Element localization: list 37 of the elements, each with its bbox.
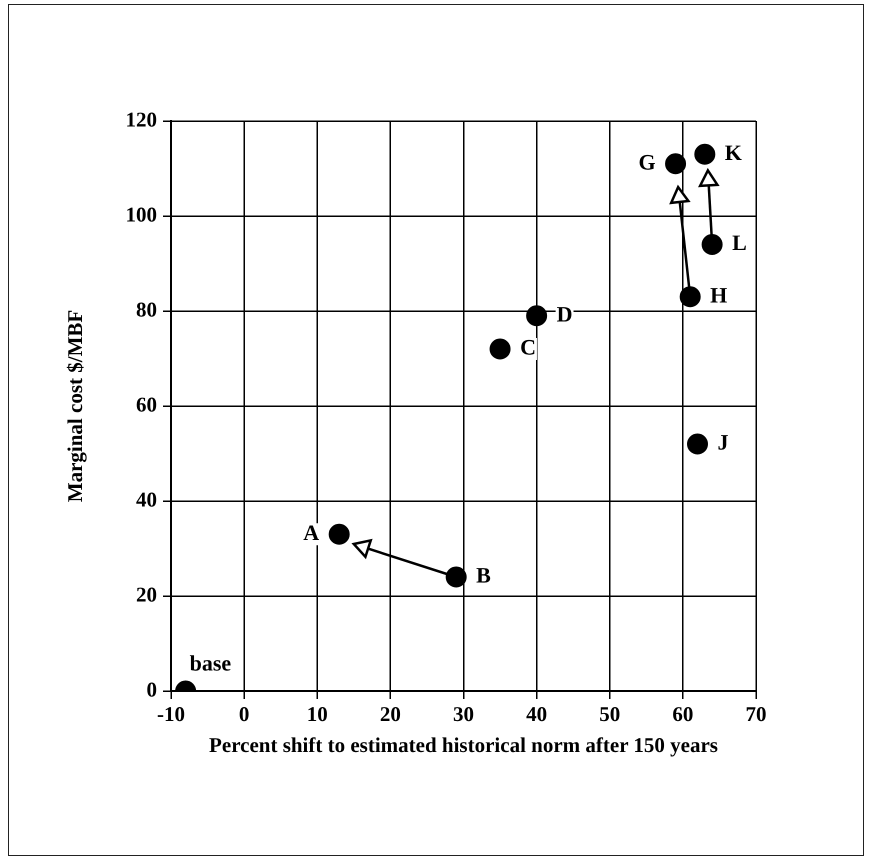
y-tick-label: 120: [126, 107, 157, 132]
annotation: J: [718, 430, 728, 455]
y-axis-title: Marginal cost $/MBF: [63, 310, 88, 502]
x-tick-label: 10: [306, 702, 328, 726]
annotation: G: [638, 149, 656, 174]
x-tick-label: -10: [157, 702, 185, 726]
y-tick-label: 20: [136, 582, 157, 606]
x-tick-label: 50: [599, 702, 620, 726]
annotation: D: [556, 301, 573, 326]
point: [702, 234, 723, 255]
x-tick-label: 30: [453, 702, 474, 726]
x-tick-label: 60: [672, 702, 694, 726]
y-tick-label: 40: [136, 487, 157, 512]
annotation: H: [710, 282, 728, 308]
point: [490, 338, 511, 360]
annotation: L: [732, 230, 747, 256]
annotation: base: [190, 650, 232, 676]
y-tick-label: 0: [146, 677, 157, 702]
point: [665, 153, 686, 174]
x-tick-label: 70: [746, 702, 766, 726]
x-tick-label: 0: [238, 702, 250, 726]
y-tick-label: 100: [126, 202, 157, 226]
point: [687, 434, 708, 454]
point: [446, 566, 467, 588]
y-tick-label: 80: [136, 297, 157, 322]
x-tick-label: 40: [526, 702, 548, 726]
x-axis-title: Percent shift to estimated historical norm after 150 years: [209, 732, 718, 757]
point: [328, 524, 350, 545]
x-tick-label: 20: [380, 702, 401, 726]
annotation: A: [303, 520, 320, 545]
point: [526, 305, 548, 326]
point: [694, 144, 716, 165]
annotation: K: [724, 140, 742, 165]
point: [680, 286, 701, 308]
annotation: C: [520, 334, 536, 360]
annotation: B: [476, 562, 492, 588]
y-tick-label: 60: [136, 392, 157, 416]
